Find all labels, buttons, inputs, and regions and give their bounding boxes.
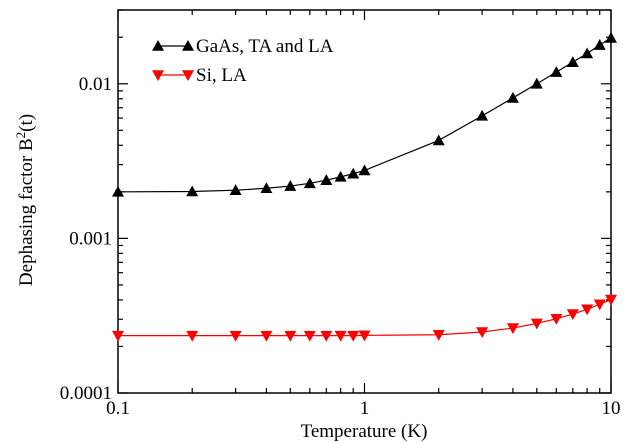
data-point <box>581 47 594 59</box>
x-axis-title: Temperature (K) <box>301 421 428 442</box>
legend-marker <box>152 40 164 51</box>
data-point <box>186 330 199 342</box>
y-axis-title-suffix: (t) <box>16 114 37 132</box>
legend-item: Si, LA <box>152 65 247 86</box>
series-layer <box>112 31 617 342</box>
series-gaas <box>112 31 617 197</box>
data-point <box>550 66 563 77</box>
data-point <box>593 39 606 50</box>
data-point <box>186 185 199 197</box>
y-axis-title: Dephasing factor B2(t) <box>13 114 38 286</box>
data-point <box>605 294 617 306</box>
y-axis-title-main: Dephasing factor B <box>16 138 37 286</box>
data-point <box>303 177 316 189</box>
data-point <box>260 182 273 194</box>
data-point <box>284 180 297 191</box>
data-point <box>112 330 124 342</box>
data-point <box>112 185 124 197</box>
x-tick-label: 10 <box>602 398 621 419</box>
data-point <box>358 330 371 342</box>
data-point <box>476 109 489 121</box>
data-point <box>530 77 543 89</box>
data-point <box>303 330 316 342</box>
legend-marker <box>182 70 194 81</box>
data-point <box>347 330 360 342</box>
data-point <box>581 304 594 316</box>
y-tick-label: 0.0001 <box>60 383 112 404</box>
legend-marker <box>152 70 164 81</box>
data-point <box>358 164 371 176</box>
legend-marker <box>182 40 194 51</box>
data-point <box>229 330 242 342</box>
data-point <box>530 318 543 330</box>
y-axis-title-sup: 2 <box>13 132 28 139</box>
data-point <box>506 91 519 103</box>
x-tick-label: 1 <box>360 398 370 419</box>
axis-tick-labels: 0.1 1 10 0.0001 0.001 0.01 <box>60 74 621 419</box>
data-point <box>432 134 445 146</box>
data-point <box>334 170 347 182</box>
data-point <box>506 323 519 335</box>
legend-label: GaAs, TA and LA <box>196 36 334 57</box>
y-tick-label: 0.001 <box>69 228 112 249</box>
data-point <box>605 31 617 43</box>
legend-item: GaAs, TA and LA <box>152 36 334 57</box>
data-point <box>432 329 445 341</box>
data-point <box>593 299 606 311</box>
y-tick-label: 0.01 <box>79 74 112 95</box>
data-point <box>334 330 347 342</box>
data-point <box>229 184 242 195</box>
data-point <box>260 330 273 342</box>
data-point <box>320 174 333 185</box>
data-point <box>284 330 297 342</box>
data-point <box>347 167 360 179</box>
legend: GaAs, TA and LA Si, LA <box>152 36 334 86</box>
x-tick-label: 0.1 <box>106 398 130 419</box>
data-point <box>550 313 563 325</box>
data-point <box>320 330 333 342</box>
data-point <box>566 309 579 321</box>
series-line <box>118 299 612 337</box>
data-point <box>476 327 489 339</box>
legend-label: Si, LA <box>196 65 247 86</box>
series-si <box>112 294 617 342</box>
data-point <box>566 56 579 67</box>
